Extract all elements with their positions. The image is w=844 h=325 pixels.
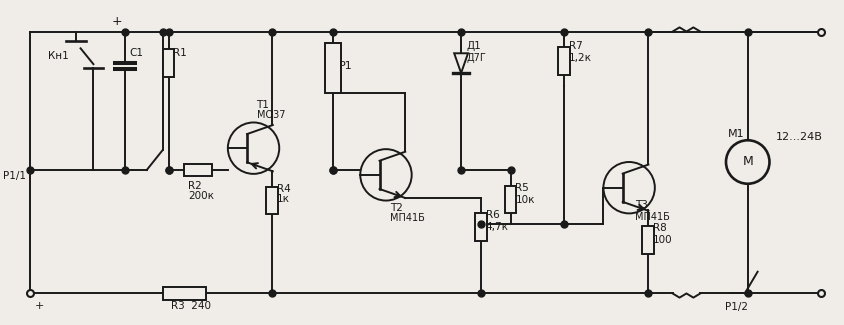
Text: +: + [35,301,45,311]
Text: МП41Б: МП41Б [389,213,425,223]
Circle shape [360,149,411,201]
Text: R6: R6 [485,210,499,220]
Text: 1,2к: 1,2к [568,53,591,63]
Text: +: + [111,15,122,28]
Text: Р1/1: Р1/1 [3,171,26,181]
Text: 200к: 200к [188,190,214,201]
Circle shape [228,123,279,174]
Text: МП41Б: МП41Б [635,212,669,222]
Text: 4,7к: 4,7к [485,222,508,232]
Text: Д7Г: Д7Г [466,53,485,63]
Text: R8: R8 [652,223,666,233]
Text: R7: R7 [568,41,582,51]
Text: R4: R4 [277,184,290,194]
Text: Т3: Т3 [635,201,647,211]
Text: Т1: Т1 [257,100,269,110]
Text: М: М [742,154,752,167]
Bar [557,47,569,75]
Bar [504,186,516,214]
Text: М1: М1 [728,129,744,139]
Bar [162,49,174,77]
Text: Р1: Р1 [338,61,352,71]
Circle shape [725,140,769,184]
Text: Кн1: Кн1 [48,51,68,61]
Text: МО37: МО37 [257,110,284,120]
Text: C1: C1 [129,48,143,58]
Bar [266,187,278,214]
Text: R5: R5 [515,183,528,193]
Text: 10к: 10к [515,195,534,204]
Bar [324,44,340,93]
Circle shape [603,162,654,214]
Text: 1к: 1к [277,194,290,203]
Text: R1: R1 [173,48,187,58]
Text: R2: R2 [188,181,202,191]
Bar [184,164,212,176]
Text: Д1: Д1 [466,41,480,51]
Polygon shape [453,53,468,73]
Bar [474,214,486,241]
Text: Т2: Т2 [389,203,403,214]
Text: Р1/2: Р1/2 [724,302,747,312]
Text: 12...24В: 12...24В [775,132,821,142]
Text: R3  240: R3 240 [170,301,210,311]
Bar [641,226,653,254]
Text: 100: 100 [652,235,672,245]
Bar [162,287,206,300]
